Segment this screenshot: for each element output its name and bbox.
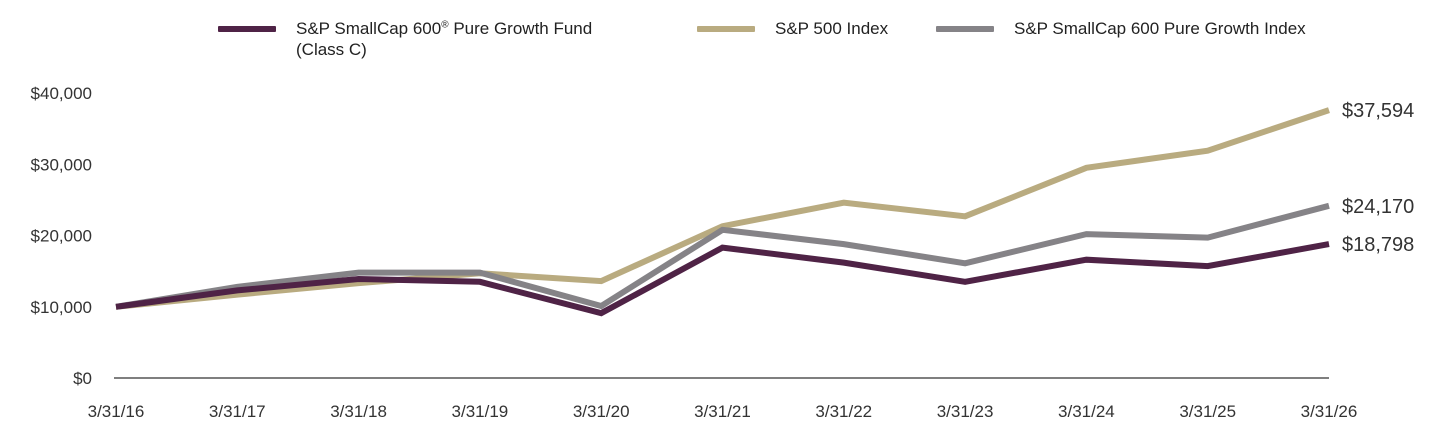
legend-label-index: S&P SmallCap 600 Pure Growth Index <box>1014 19 1306 38</box>
y-tick-label: $30,000 <box>31 155 92 174</box>
x-tick-label: 3/31/25 <box>1179 402 1236 421</box>
end-label-index: $24,170 <box>1342 196 1414 218</box>
series-line-index <box>115 202 1330 310</box>
series-line-fund <box>115 241 1330 317</box>
legend-item-fund: S&P SmallCap 600® Pure Growth Fund (Clas… <box>218 18 592 60</box>
legend-swatch-fund <box>218 26 276 32</box>
x-tick-label: 3/31/19 <box>452 402 509 421</box>
x-tick-label: 3/31/17 <box>209 402 266 421</box>
y-tick-label: $20,000 <box>31 227 92 246</box>
end-label-sp500: $37,594 <box>1342 100 1414 122</box>
legend-item-sp500: S&P 500 Index <box>697 18 888 39</box>
legend-label-fund: S&P SmallCap 600® Pure Growth Fund (Clas… <box>296 19 593 59</box>
legend-item-index: S&P SmallCap 600 Pure Growth Index <box>936 18 1306 39</box>
x-tick-label: 3/31/23 <box>937 402 994 421</box>
x-tick-label: 3/31/20 <box>573 402 630 421</box>
y-tick-label: $10,000 <box>31 298 92 317</box>
y-tick-label: $0 <box>73 369 92 388</box>
x-tick-label: 3/31/22 <box>815 402 872 421</box>
legend-label-sp500: S&P 500 Index <box>775 19 889 38</box>
legend-swatch-index <box>936 26 994 32</box>
end-label-fund: $18,798 <box>1342 234 1414 256</box>
legend-swatch-sp500 <box>697 26 755 32</box>
y-tick-label: $40,000 <box>31 84 92 103</box>
series-line-sp500 <box>115 107 1330 310</box>
x-tick-label: 3/31/21 <box>694 402 751 421</box>
x-tick-label: 3/31/26 <box>1301 402 1358 421</box>
legend: S&P SmallCap 600® Pure Growth Fund (Clas… <box>0 18 1440 68</box>
x-tick-label: 3/31/16 <box>88 402 145 421</box>
x-tick-label: 3/31/24 <box>1058 402 1115 421</box>
x-tick-label: 3/31/18 <box>330 402 387 421</box>
